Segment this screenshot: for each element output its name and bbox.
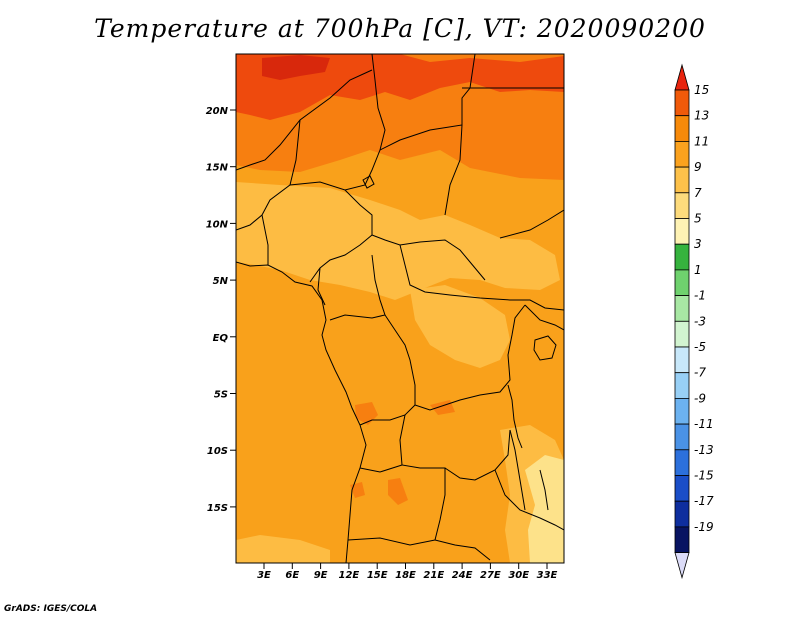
lat-tick-label: 10N — [206, 219, 229, 230]
border-21 — [289, 119, 301, 186]
credit-text: GrADS: IGES/COLA — [4, 604, 98, 614]
colorbar-label: 15 — [694, 83, 709, 97]
colorbar-label: -5 — [694, 340, 706, 354]
lon-tick-label: 15E — [367, 570, 388, 581]
colorbar-label: 5 — [694, 212, 702, 226]
colorbar-segment — [674, 269, 690, 296]
field-cool-sahel — [236, 182, 560, 300]
colorbar-segment — [674, 89, 690, 117]
lon-tick-label: 30E — [508, 570, 529, 581]
colorbar-bottom-arrow — [674, 552, 690, 580]
lake-victoria — [533, 335, 557, 361]
colorbar-label: 9 — [694, 160, 702, 174]
colorbar-segment — [674, 526, 690, 554]
lat-tick-label: 20N — [206, 106, 229, 117]
lat-tick-label: 15N — [206, 163, 229, 174]
border-8 — [236, 69, 373, 171]
coastline-west-africa — [236, 261, 367, 563]
lat-tick-label: 10S — [207, 446, 228, 457]
lon-tick-label: 12E — [339, 570, 360, 581]
colorbar-label: -13 — [694, 443, 714, 457]
border-17 — [494, 469, 564, 531]
lon-tick-label: 33E — [537, 570, 558, 581]
colorbar-label: -7 — [694, 366, 706, 380]
border-14 — [444, 429, 511, 481]
border-15 — [359, 464, 403, 473]
colorbar-label: 13 — [694, 109, 709, 123]
colorbar: 15 13 11 9 7 5 3 1 -1 -3 -5 -7 -9 -11 -13 -15 -17 -19 — [674, 63, 714, 580]
lake-malawi — [539, 469, 549, 511]
border-1 — [236, 54, 386, 231]
border-4 — [371, 234, 486, 281]
lake-tanganyika — [507, 384, 523, 449]
lon-tick-label: 21E — [423, 570, 444, 581]
colorbar-label: -11 — [694, 417, 714, 431]
lon-tick-label: 9E — [314, 570, 328, 581]
lat-tick-label: 15S — [207, 503, 228, 514]
colorbar-label: -15 — [694, 469, 714, 483]
colorbar-segment — [674, 500, 690, 528]
border-12 — [414, 304, 526, 411]
temperature-field — [236, 54, 564, 563]
border-10 — [399, 244, 564, 311]
colorbar-label: -1 — [694, 289, 706, 303]
colorbar-segment — [674, 295, 690, 322]
border-2 — [261, 214, 269, 265]
colorbar-top-arrow — [674, 63, 690, 91]
lat-tick-label: 5N — [213, 276, 229, 287]
field-warm-patch-1 — [388, 478, 408, 505]
lon-tick-label: 18E — [395, 570, 416, 581]
border-3 — [309, 189, 373, 283]
border-11 — [359, 314, 416, 426]
field-warm-angola — [355, 402, 378, 425]
colorbar-segment — [674, 192, 690, 219]
lon-tick-label: 6E — [285, 570, 299, 581]
colorbar-segment — [674, 115, 690, 142]
lat-tick-label: EQ — [213, 333, 229, 344]
border-16 — [347, 537, 436, 546]
colorbar-segment — [674, 140, 690, 168]
colorbar-label: -17 — [694, 494, 714, 508]
lat-tick-label: 5S — [214, 390, 228, 401]
plot-frame — [235, 53, 565, 564]
colorbar-segment — [674, 320, 690, 348]
border-19 — [524, 304, 564, 331]
colorbar-segment — [674, 475, 690, 502]
colorbar-segment — [674, 346, 690, 374]
colorbar-label: 11 — [694, 134, 709, 148]
colorbar-label: 1 — [694, 263, 702, 277]
border-18 — [509, 429, 526, 511]
border-13 — [399, 414, 491, 561]
colorbar-segment — [674, 218, 690, 245]
lon-tick-label: 3E — [257, 570, 271, 581]
field-coolest-southeast — [525, 455, 564, 563]
longitude-axis: 3E 6E 9E 12E 15E 18E 21E 24E 27E 30E 33E — [257, 563, 558, 581]
colorbar-label: 7 — [694, 186, 702, 200]
lake-chad — [362, 175, 375, 189]
field-cool-southwest — [236, 535, 330, 563]
field-cool-central — [410, 285, 510, 368]
colorbar-segment — [674, 449, 690, 476]
colorbar-label: -3 — [694, 314, 706, 328]
lon-tick-label: 24E — [452, 570, 473, 581]
border-20 — [317, 267, 326, 306]
colorbar-segment — [674, 423, 690, 451]
map-title: Temperature at 700hPa [C], VT: 202009020… — [94, 14, 706, 43]
border-22 — [499, 209, 564, 239]
colorbar-segment — [674, 166, 690, 194]
colorbar-label: -19 — [694, 520, 714, 534]
field-hottest-core — [262, 55, 330, 80]
latitude-axis: 20N 15N 10N 5N EQ 5S 10S 15S — [206, 106, 236, 514]
lon-tick-label: 27E — [480, 570, 501, 581]
border-6 — [444, 124, 463, 216]
country-borders — [236, 54, 564, 563]
colorbar-segment — [674, 243, 690, 271]
colorbar-segment — [674, 397, 690, 425]
colorbar-segment — [674, 372, 690, 399]
colorbar-label: 3 — [694, 237, 702, 251]
colorbar-label: -9 — [694, 391, 706, 405]
